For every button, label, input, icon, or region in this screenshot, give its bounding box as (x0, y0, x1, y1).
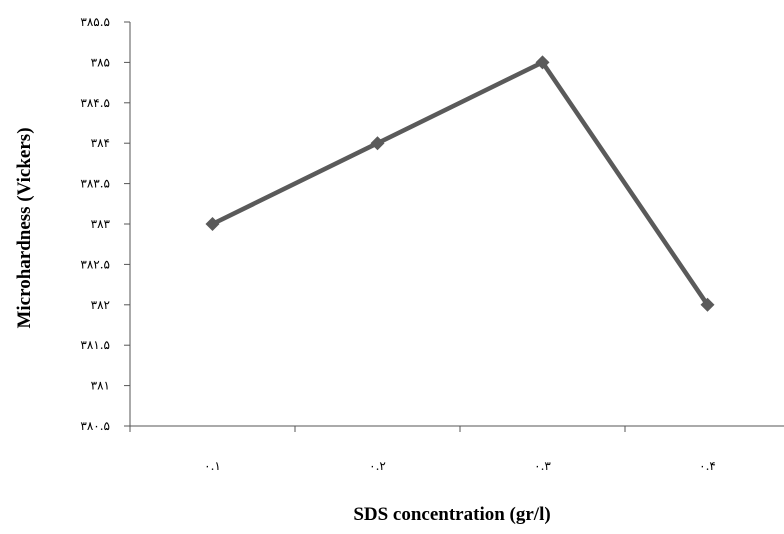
y-tick-label: ۳۸۴.۵ (80, 96, 110, 110)
y-tick-label: ۳۸۱.۵ (80, 338, 110, 352)
y-tick-label: ۳۸۰.۵ (80, 419, 110, 433)
y-tick-label: ۳۸۴ (91, 136, 110, 150)
data-point-marker (205, 217, 220, 231)
y-tick-label: ۳۸۲ (91, 298, 110, 312)
data-point-marker (535, 55, 550, 70)
y-tick-label: ۳۸۱ (91, 379, 110, 393)
y-axis-title: Microhardness (Vickers) (14, 127, 35, 328)
data-point-marker (370, 136, 385, 151)
series-line (205, 55, 715, 312)
y-tick-label: ۳۸۳.۵ (80, 177, 110, 191)
y-tick-label: ۳۸۵.۵ (80, 15, 110, 29)
x-axis: ۰.۱ ۰.۲ ۰.۳ ۰.۴ (129, 425, 784, 473)
y-tick-label: ۳۸۲.۵ (80, 257, 110, 271)
y-tick-label: ۳۸۵ (91, 55, 110, 69)
x-tick-label: ۰.۱ (204, 459, 221, 473)
y-tick-label: ۳۸۳ (91, 217, 111, 231)
x-tick-label: ۰.۲ (369, 459, 386, 473)
x-axis-title: SDS concentration (gr/l) (353, 504, 550, 525)
y-axis: ۳۸۰.۵ ۳۸۱ ۳۸۱.۵ ۳۸۲ ۳۸۲.۵ ۳۸۳ ۳۸۳.۵ ۳۸۴ ۳۸۴.۵ ۳۸۵… (80, 15, 131, 433)
x-tick-label: ۰.۴ (699, 459, 716, 473)
x-tick-label: ۰.۳ (534, 459, 551, 473)
data-point-marker (700, 297, 715, 312)
data-line (211, 60, 710, 307)
